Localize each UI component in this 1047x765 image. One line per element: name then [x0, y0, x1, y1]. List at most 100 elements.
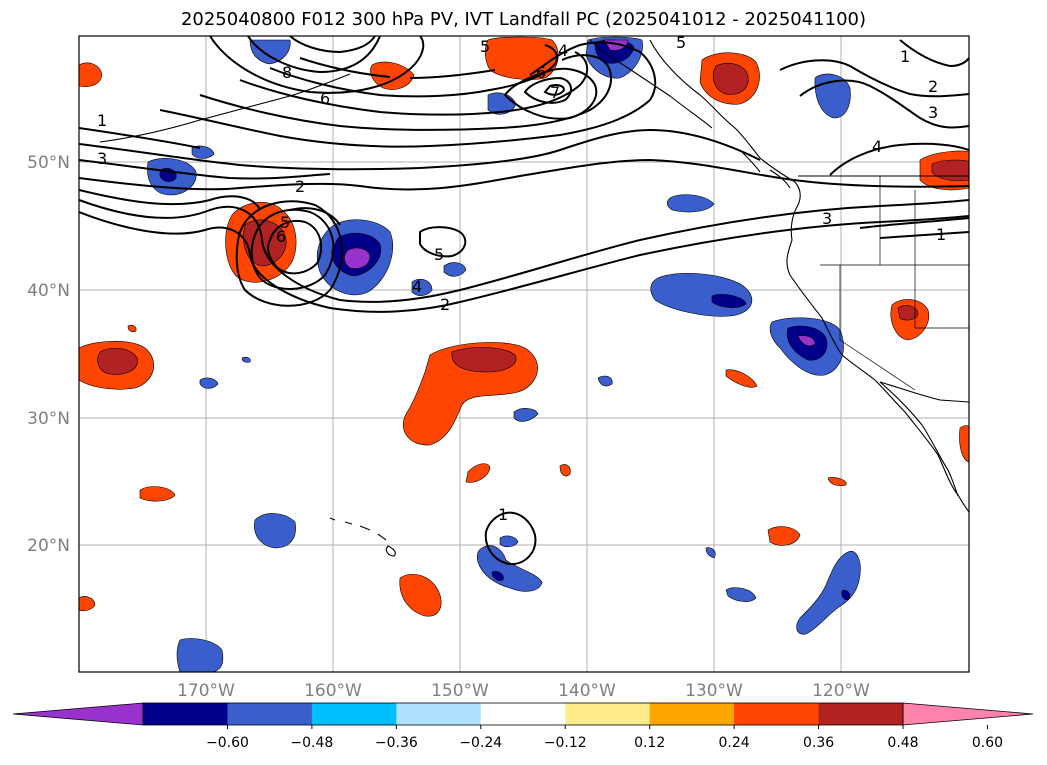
- contour-label: 4: [412, 277, 422, 296]
- anomaly-positive-core: [97, 347, 138, 375]
- anomaly-negative-blob: [499, 535, 519, 548]
- map-title: 2025040800 F012 300 hPa PV, IVT Landfall…: [180, 9, 867, 30]
- pv-contours: [79, 36, 969, 566]
- contour-label: 1: [900, 47, 910, 66]
- positive-anomalies: [79, 36, 969, 617]
- colorbar-extend-min: [12, 702, 144, 726]
- contour-label: 5: [676, 33, 686, 52]
- contour-line: [239, 51, 589, 116]
- map-layers: 1 3 2 5 6 5 4 2 8 6 5 4 6 7 5 1 2 3 4 3 …: [79, 33, 969, 672]
- contour-line: [859, 217, 969, 229]
- colorbar-tick-label: −0.24: [459, 735, 502, 751]
- contour-line: [484, 511, 537, 566]
- hawaiian-islands: [329, 517, 396, 557]
- coast-aleutian-islands: [99, 73, 351, 143]
- colorbar-segment: [734, 703, 820, 725]
- contour-line: [419, 226, 467, 258]
- anomaly-negative-max: [797, 335, 816, 347]
- colorbar-tick-label: −0.12: [544, 735, 587, 751]
- lat-label: 30°N: [27, 409, 70, 429]
- contour-label: 8: [282, 63, 292, 82]
- anomaly-positive-blob: [725, 369, 758, 388]
- plot-frame: [78, 35, 970, 673]
- anomaly-negative-blob: [666, 194, 715, 213]
- contour-line: [799, 79, 969, 129]
- longitude-axis: 170°W 160°W 150°W 140°W 130°W 120°W: [177, 681, 870, 701]
- coastlines: [99, 39, 969, 557]
- colorbar-frame: [142, 702, 904, 726]
- contour-label: 6: [320, 89, 330, 108]
- contour-line: [829, 142, 969, 176]
- contour-line: [79, 211, 969, 313]
- contour-line: [779, 59, 969, 98]
- lon-label: 140°W: [558, 681, 616, 701]
- colorbar-segment: [396, 703, 482, 725]
- colorbar-segment: [565, 703, 651, 725]
- border-us-mexico: [879, 381, 969, 403]
- anomaly-negative-blob: [254, 513, 296, 549]
- anomaly-negative-blob: [241, 356, 251, 363]
- anomaly-negative-blob: [725, 587, 757, 602]
- anomaly-positive-core: [897, 305, 919, 321]
- border-state: [839, 265, 916, 391]
- contour-label: 2: [440, 295, 450, 314]
- contour-label: 5: [280, 213, 290, 232]
- colorbar-tick-label: 0.12: [634, 735, 665, 751]
- anomaly-negative-core: [711, 294, 747, 308]
- contour-line: [79, 128, 761, 171]
- colorbar-tick-label: −0.36: [375, 735, 418, 751]
- contour-line: [235, 200, 343, 307]
- contour-label: 5: [434, 245, 444, 264]
- anomaly-negative-blob: [814, 73, 851, 119]
- lon-label: 130°W: [685, 681, 743, 701]
- anomaly-negative-blob: [176, 638, 224, 672]
- contour-line: [79, 199, 969, 303]
- contour-line: [199, 54, 612, 131]
- anomaly-negative-blob: [513, 408, 539, 422]
- contour-label: 2: [295, 177, 305, 196]
- coast-baja-peninsula: [879, 381, 959, 497]
- lat-label: 40°N: [27, 281, 70, 301]
- contour-line: [503, 67, 598, 120]
- colorbar-tick-label: 0.60: [972, 735, 1003, 751]
- colorbar-segment: [227, 703, 313, 725]
- contour-label: 1: [498, 505, 508, 524]
- contour-line: [266, 220, 323, 275]
- colorbar-segment: [143, 703, 228, 725]
- contour-line: [523, 76, 572, 104]
- anomaly-positive-blob: [959, 425, 969, 463]
- lon-label: 170°W: [177, 681, 235, 701]
- colorbar-segment: [649, 703, 735, 725]
- contour-label: 7: [550, 83, 560, 102]
- anomaly-positive-blob: [399, 574, 442, 617]
- lon-label: 160°W: [304, 681, 362, 701]
- contour-label: 1: [936, 225, 946, 244]
- contour-line: [247, 36, 381, 74]
- contour-labels: 1 3 2 5 6 5 4 2 8 6 5 4 6 7 5 1 2 3 4 3 …: [97, 33, 946, 524]
- anomaly-negative-blob: [796, 550, 861, 635]
- anomaly-negative-blob: [476, 545, 543, 592]
- contour-line: [209, 36, 425, 94]
- contour-label: 6: [536, 63, 546, 82]
- lon-label: 150°W: [431, 681, 489, 701]
- contour-line: [289, 36, 376, 54]
- colorbar-extend-max: [902, 702, 1034, 726]
- anomaly-positive-blob: [465, 463, 491, 483]
- anomaly-negative-blob: [705, 547, 716, 559]
- contour-line: [299, 57, 496, 79]
- contour-label: 6: [276, 227, 286, 246]
- colorbar-segment: [311, 703, 397, 725]
- lat-label: 50°N: [27, 153, 70, 173]
- contour-line: [543, 84, 566, 96]
- contour-label: 1: [97, 111, 107, 130]
- contour-line: [879, 231, 969, 239]
- coast-north-america: [649, 39, 969, 513]
- anomaly-negative-blob: [411, 278, 433, 296]
- contour-label: 2: [928, 77, 938, 96]
- anomaly-negative-blob: [597, 375, 613, 387]
- anomaly-positive-core: [451, 347, 517, 373]
- anomaly-negative-blob: [443, 262, 467, 277]
- anomaly-negative-core: [841, 589, 851, 601]
- anomaly-negative-core: [491, 571, 504, 581]
- anomaly-negative-blob: [249, 39, 291, 65]
